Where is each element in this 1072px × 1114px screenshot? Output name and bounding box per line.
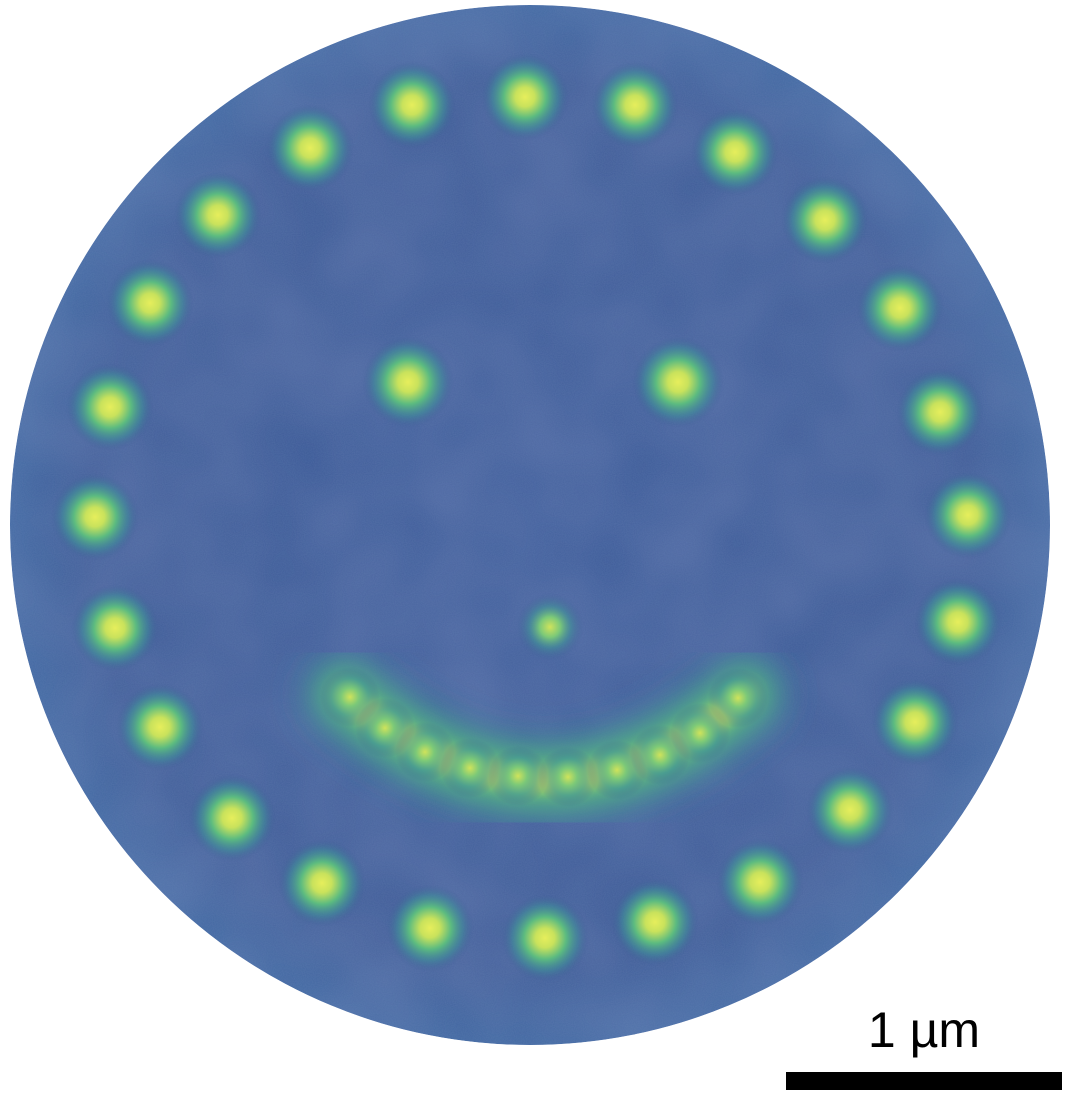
mouth-arc-spots bbox=[320, 667, 768, 807]
mouth-spot bbox=[538, 747, 598, 807]
right-eye-spot bbox=[632, 336, 724, 428]
ring-spot bbox=[116, 683, 204, 771]
mouth-spot bbox=[488, 746, 548, 806]
ring-spot bbox=[71, 584, 159, 672]
ring-spot bbox=[386, 884, 474, 972]
ring-spot bbox=[501, 894, 589, 982]
ring-spot bbox=[266, 104, 354, 192]
left-eye-spot bbox=[362, 336, 454, 428]
ring-spot bbox=[51, 473, 139, 561]
ring-spot bbox=[368, 61, 456, 149]
ring-spot bbox=[924, 471, 1012, 559]
ring-spot bbox=[611, 878, 699, 966]
ring-spot bbox=[66, 363, 154, 451]
ring-spot bbox=[106, 259, 194, 347]
ring-spot bbox=[806, 766, 894, 854]
ring-spot bbox=[691, 108, 779, 196]
ring-spot bbox=[278, 839, 366, 927]
field-of-view-disc bbox=[10, 5, 1050, 1045]
mouth-spot bbox=[395, 722, 455, 782]
ring-spot bbox=[716, 838, 804, 926]
ring-spot bbox=[871, 678, 959, 766]
ring-spot bbox=[481, 53, 569, 141]
face-feature-spots bbox=[362, 336, 724, 661]
ring-spot bbox=[856, 264, 944, 352]
mouth-spot bbox=[440, 738, 500, 798]
ring-spot bbox=[896, 368, 984, 456]
mouth-spot bbox=[670, 703, 730, 763]
nose-spot bbox=[516, 593, 584, 661]
ring-spot bbox=[781, 176, 869, 264]
outer-ring-spots bbox=[51, 53, 1012, 982]
ring-spot bbox=[174, 171, 262, 259]
mouth-arc bbox=[300, 650, 790, 825]
ring-spot bbox=[591, 61, 679, 149]
mouth-spot bbox=[708, 668, 768, 728]
scale-bar-label: 1 µm bbox=[867, 1002, 981, 1058]
ring-spot bbox=[914, 578, 1002, 666]
ring-spot bbox=[188, 774, 276, 862]
scale-bar bbox=[786, 1072, 1062, 1090]
